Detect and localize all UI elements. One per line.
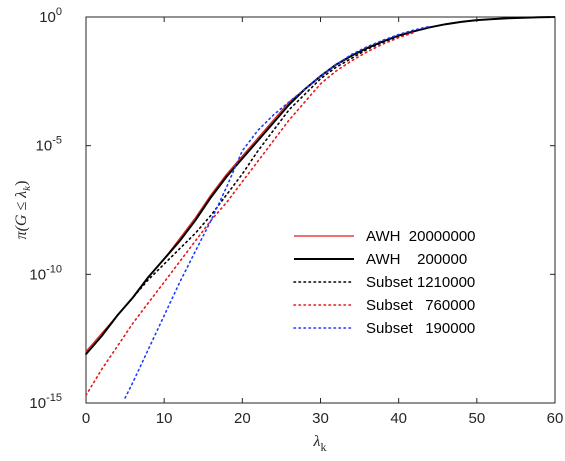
y-tick-exponent: -15 — [46, 392, 62, 404]
x-axis: 0 10 20 30 40 50 60 — [82, 17, 564, 427]
legend-label-0: AWH 20000000 — [366, 228, 476, 245]
series-line-2 — [85, 30, 416, 355]
x-axis-label: λk — [313, 433, 327, 454]
y-tick-label: 10-15 — [29, 392, 62, 412]
legend-label-4: Subset 190000 — [366, 320, 475, 337]
x-tick-label: 60 — [547, 410, 564, 427]
y-tick-base: 10 — [36, 138, 53, 155]
y-axis-label-sub: k — [21, 185, 33, 191]
y-tick-label: 10-10 — [29, 263, 62, 283]
y-tick-exponent: 0 — [56, 6, 62, 18]
x-tick-label: 50 — [468, 410, 485, 427]
y-tick-exponent: -5 — [52, 135, 62, 147]
x-tick-label: 40 — [390, 410, 407, 427]
x-tick-label: 0 — [82, 410, 90, 427]
y-axis-label-main: π(G ≤ λ — [13, 191, 30, 240]
x-axis-label-sub: k — [320, 440, 326, 454]
x-tick-label: 30 — [312, 410, 329, 427]
legend: AWH 20000000 AWH 200000 Subset 1210000 Subs… — [293, 228, 476, 337]
x-tick-label: 20 — [234, 410, 251, 427]
legend-label-1: AWH 200000 — [366, 251, 467, 268]
series-line-4 — [124, 25, 431, 399]
y-tick-label: 10-5 — [36, 135, 62, 155]
legend-label-2: Subset 1210000 — [366, 274, 475, 291]
y-axis-label: π(G ≤ λk) — [13, 181, 33, 240]
y-tick-base: 10 — [39, 9, 56, 26]
plot-frame — [85, 16, 556, 404]
x-axis-label-main: λ — [313, 433, 321, 450]
y-tick-exponent: -10 — [46, 263, 62, 275]
y-tick-base: 10 — [29, 395, 46, 412]
y-tick-label: 100 — [39, 6, 62, 26]
legend-label-3: Subset 760000 — [366, 297, 475, 314]
y-axis-label-close: ) — [13, 181, 30, 186]
x-tick-label: 10 — [156, 410, 173, 427]
y-tick-base: 10 — [29, 266, 46, 283]
